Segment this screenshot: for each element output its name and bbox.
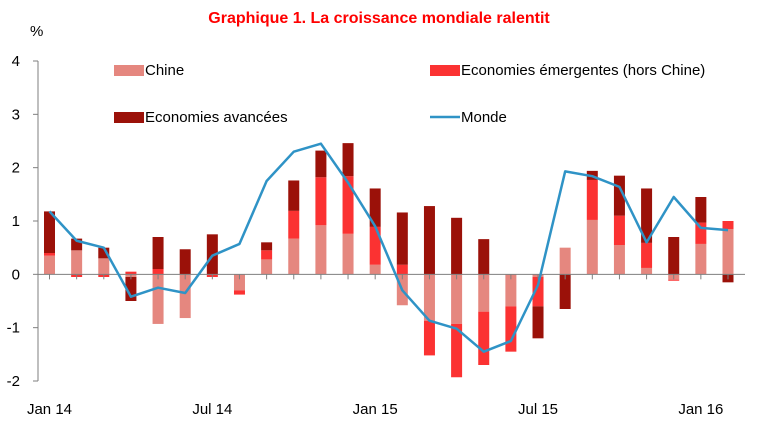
bar-segment-2-2015-04 bbox=[451, 323, 463, 378]
bar-segment-2-2014-08 bbox=[233, 290, 245, 295]
bar-segment-3-2014-02 bbox=[71, 238, 83, 251]
bar-segment-1-2014-03 bbox=[98, 258, 110, 275]
bar-segment-2-2015-09 bbox=[586, 179, 598, 220]
bar-segment-3-2015-01 bbox=[369, 188, 381, 227]
bar-segment-3-2014-03 bbox=[98, 247, 110, 259]
bar-segment-1-2014-05 bbox=[152, 274, 164, 324]
bar-segment-1-2015-08 bbox=[559, 247, 571, 275]
bar-segment-1-2015-05 bbox=[478, 274, 490, 312]
bar-segment-3-2015-12 bbox=[668, 237, 680, 275]
bar-segment-1-2015-06 bbox=[505, 274, 517, 307]
bar-segment-3-2014-12 bbox=[342, 143, 354, 177]
bar-segment-1-2015-09 bbox=[586, 219, 598, 275]
bar-segment-3-2014-05 bbox=[152, 237, 164, 269]
bar-segment-2-2014-01 bbox=[44, 253, 55, 256]
bar-segment-1-2015-01 bbox=[369, 264, 381, 275]
series-line-monde bbox=[48, 142, 729, 353]
legend-label-2: Economies émergentes (hors Chine) bbox=[461, 62, 705, 79]
y-tick-label: 3 bbox=[12, 106, 20, 123]
bar-segment-3-2014-10 bbox=[288, 180, 300, 211]
bar-segment-1-2016-02 bbox=[722, 229, 734, 275]
bar-segment-3-2016-01 bbox=[695, 197, 707, 223]
bar-segment-2-2014-11 bbox=[315, 177, 327, 226]
bar-segment-3-2015-03 bbox=[423, 206, 435, 275]
bar-segment-2-2015-07 bbox=[532, 277, 544, 307]
legend-label-1: Chine bbox=[145, 62, 184, 79]
bar-segment-2-2016-02 bbox=[722, 221, 734, 229]
bar-segment-3-2014-06 bbox=[179, 249, 191, 275]
bar-segment-2-2015-01 bbox=[369, 226, 381, 265]
axes-layer: -2 -1 0 1 2 3 4 Jan 14 Jul 14 Jan 15 Jul 15 Jan 16 bbox=[7, 53, 745, 418]
bar-segment-1-2014-08 bbox=[233, 274, 245, 291]
bar-segment-3-2015-11 bbox=[641, 188, 653, 243]
bar-segment-3-2014-01 bbox=[44, 211, 55, 253]
bar-segment-2-2016-01 bbox=[695, 222, 707, 244]
legend-swatch-3 bbox=[114, 112, 144, 123]
y-tick-label: 0 bbox=[12, 266, 20, 283]
bar-segment-1-2014-01 bbox=[44, 255, 55, 275]
bar-segment-2-2015-06 bbox=[505, 306, 517, 352]
bar-segment-3-2014-04 bbox=[125, 277, 137, 301]
x-tick-label: Jan 15 bbox=[353, 401, 398, 418]
legend: Chine Economies émergentes (hors Chine) Ec… bbox=[114, 62, 705, 126]
bar-segment-2-2014-05 bbox=[152, 269, 164, 275]
y-tick-label: -1 bbox=[7, 320, 20, 337]
bar-segment-3-2015-04 bbox=[451, 217, 463, 275]
bar-segment-2-2014-10 bbox=[288, 210, 300, 239]
y-axis-unit-label: % bbox=[30, 23, 43, 40]
y-tick-label: 1 bbox=[12, 213, 20, 230]
legend-swatch-2 bbox=[430, 65, 460, 76]
bar-segment-1-2016-01 bbox=[695, 243, 707, 275]
legend-label-3: Economies avancées bbox=[145, 109, 288, 126]
x-tick-label: Jan 14 bbox=[27, 401, 72, 418]
bar-segment-2-2014-04 bbox=[125, 271, 137, 275]
bar-segment-2-2014-09 bbox=[261, 250, 273, 260]
bar-segment-1-2014-09 bbox=[261, 259, 273, 275]
bar-segment-3-2015-02 bbox=[396, 212, 408, 265]
bar-segment-1-2015-03 bbox=[423, 274, 435, 321]
x-tick-label: Jul 14 bbox=[192, 401, 232, 418]
x-tick-label: Jan 16 bbox=[678, 401, 723, 418]
bar-segment-2-2015-02 bbox=[396, 264, 408, 275]
bar-segment-1-2015-11 bbox=[641, 267, 653, 275]
bar-segment-1-2014-12 bbox=[342, 233, 354, 275]
bar-segment-3-2015-10 bbox=[613, 175, 625, 216]
bar-segment-3-2014-11 bbox=[315, 150, 327, 178]
bar-segment-2-2015-05 bbox=[478, 311, 490, 365]
bars-layer bbox=[44, 143, 734, 378]
bar-segment-1-2014-11 bbox=[315, 225, 327, 275]
bar-segment-1-2015-04 bbox=[451, 274, 463, 324]
chart-title: Graphique 1. La croissance mondiale rale… bbox=[208, 10, 550, 27]
bar-segment-2-2015-10 bbox=[613, 215, 625, 245]
bar-segment-1-2014-02 bbox=[71, 250, 83, 275]
bar-segment-2-2015-03 bbox=[423, 320, 435, 356]
bar-segment-1-2015-10 bbox=[613, 245, 625, 275]
bar-segment-3-2015-07 bbox=[532, 306, 544, 339]
bar-segment-1-2014-10 bbox=[288, 238, 300, 275]
bar-segment-3-2014-09 bbox=[261, 242, 273, 251]
y-tick-label: 2 bbox=[12, 160, 20, 177]
x-tick-label: Jul 15 bbox=[518, 401, 558, 418]
y-tick-label: -2 bbox=[7, 373, 20, 390]
bar-segment-1-2014-06 bbox=[179, 274, 191, 319]
bar-segment-3-2015-05 bbox=[478, 239, 490, 275]
bar-segment-2-2015-12 bbox=[668, 279, 680, 281]
bar-segment-2-2015-11 bbox=[641, 242, 653, 268]
bar-segment-3-2015-08 bbox=[559, 274, 571, 309]
bar-segment-2-2014-12 bbox=[342, 176, 354, 234]
legend-swatch-1 bbox=[114, 65, 144, 76]
legend-label-4: Monde bbox=[461, 109, 507, 126]
lines-layer bbox=[48, 142, 729, 353]
y-tick-label: 4 bbox=[12, 53, 20, 70]
